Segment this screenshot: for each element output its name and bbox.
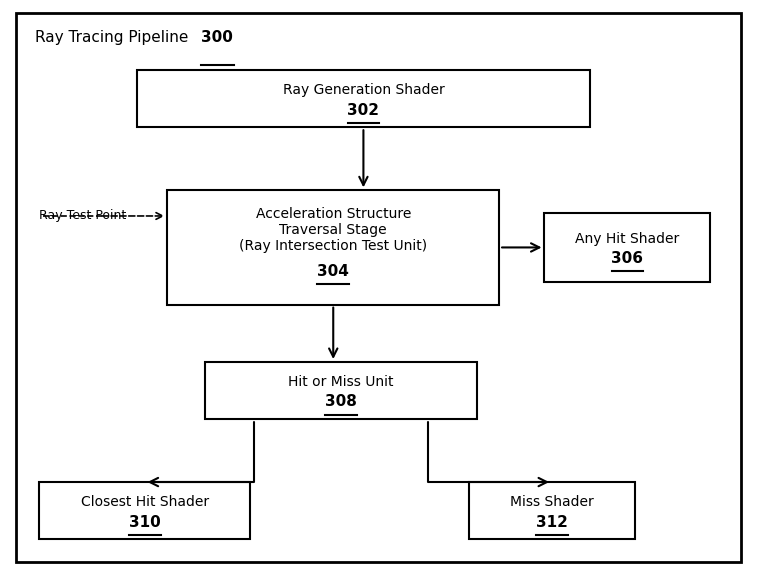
Text: Miss Shader: Miss Shader (510, 495, 593, 509)
Text: 310: 310 (129, 515, 160, 530)
Text: Any Hit Shader: Any Hit Shader (575, 232, 680, 246)
Text: 300: 300 (201, 30, 233, 45)
Bar (544, 213, 710, 282)
Text: Ray Test Point: Ray Test Point (39, 209, 126, 223)
Bar (137, 70, 590, 127)
Text: 312: 312 (536, 515, 568, 530)
Text: 308: 308 (325, 394, 357, 409)
Text: Ray Generation Shader: Ray Generation Shader (282, 83, 444, 97)
Text: Closest Hit Shader: Closest Hit Shader (81, 495, 209, 509)
Bar (469, 482, 635, 539)
Bar (39, 482, 251, 539)
Bar (205, 362, 477, 419)
Text: Ray Tracing Pipeline: Ray Tracing Pipeline (36, 30, 194, 45)
Bar (167, 190, 499, 305)
Text: Hit or Miss Unit: Hit or Miss Unit (288, 375, 394, 389)
Text: 306: 306 (612, 251, 643, 266)
Text: 304: 304 (317, 264, 349, 279)
Text: Acceleration Structure
Traversal Stage
(Ray Intersection Test Unit): Acceleration Structure Traversal Stage (… (239, 207, 427, 254)
Text: 302: 302 (347, 102, 379, 118)
